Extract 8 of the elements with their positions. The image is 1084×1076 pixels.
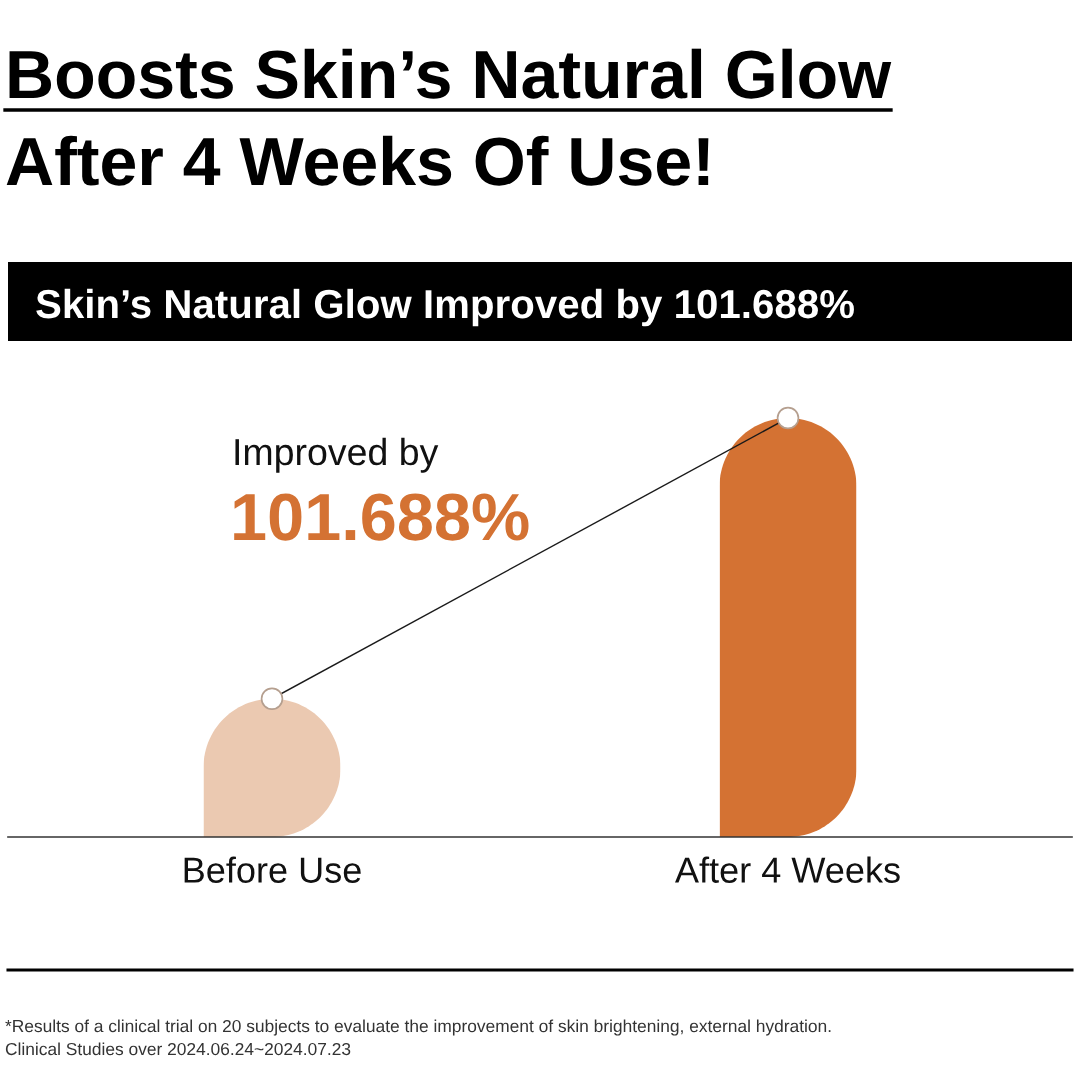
text: *Results of a clinical trial on 20 subjects to evaluate the improvement of skin brightening, external hydration. [5,1019,831,1036]
text: Clinical Studies over 2024.06.24~2024.07.23 [5,1042,351,1056]
chart-title: Boosts Skin’s Natural Glow After 4 Weeks Of Use! [6,48,892,186]
chart-subtitle: Skin’s Natural Glow Improved by 101.688% [36,288,854,327]
annotation: Improved by [235,437,439,473]
x-tick-label: Before Use [184,856,361,883]
annotation: 101.688% [234,493,529,541]
x-tick-label: After 4 Weeks [675,856,900,883]
